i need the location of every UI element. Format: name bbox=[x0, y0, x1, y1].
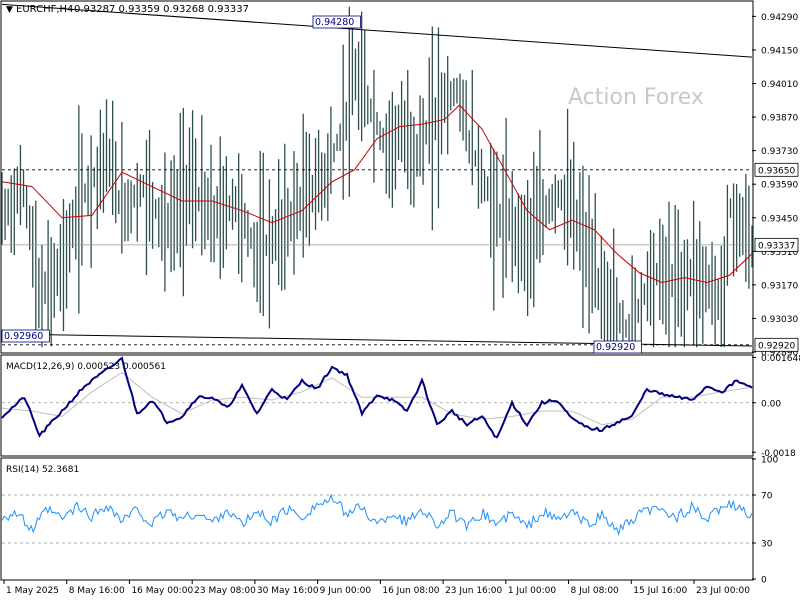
rsi-label: RSI(14) 52.3681 bbox=[6, 465, 79, 475]
rsi-lines bbox=[1, 493, 753, 537]
price-tick-label: 0.93030 bbox=[761, 315, 798, 325]
resistance-axis-label: 0.93650 bbox=[758, 166, 795, 176]
swing-low-label: 0.92920 bbox=[596, 342, 635, 353]
trendline-upper bbox=[1, 3, 753, 58]
rsi-axis: 100 70 30 0 bbox=[752, 456, 778, 586]
symbol-arrow-icon: ▼ bbox=[6, 5, 13, 15]
time-tick-label: 30 May 16:00 bbox=[257, 586, 319, 596]
swing-low-label-box bbox=[593, 340, 642, 354]
rsi-grid bbox=[2, 494, 752, 544]
time-tick-label: 16 Jun 08:00 bbox=[382, 586, 439, 596]
price-tick-label: 0.93170 bbox=[761, 281, 798, 291]
left-low-label: 0.92960 bbox=[4, 331, 43, 342]
macd-tick-label: 0.001648 bbox=[761, 354, 800, 364]
time-tick-label: 8 Jul 08:00 bbox=[571, 586, 620, 596]
rsi-tick-label: 30 bbox=[761, 540, 773, 550]
time-axis: 1 May 2025 8 May 16:00 16 May 00:00 23 May … bbox=[3, 580, 750, 596]
left-low-label-box bbox=[1, 329, 50, 343]
price-tick-label: 0.93310 bbox=[761, 248, 798, 258]
macd-panel-frame bbox=[0, 354, 754, 457]
rsi-tick-label: 70 bbox=[761, 492, 773, 502]
price-tick-label: 0.94010 bbox=[761, 80, 798, 90]
time-tick-label: 9 Jun 00:00 bbox=[320, 586, 372, 596]
support-axis-label: 0.92920 bbox=[758, 341, 795, 351]
moving-average-line bbox=[1, 104, 753, 284]
time-tick-label: 23 Jul 00:00 bbox=[696, 586, 750, 596]
price-axis: 0.94290 0.94150 0.94010 0.93870 0.93730 0.935… bbox=[752, 13, 798, 359]
swing-high-label-box bbox=[312, 15, 361, 29]
current-price-axis-label: 0.93337 bbox=[758, 241, 795, 251]
rsi-line bbox=[1, 493, 753, 537]
price-levels: 0.94280 0.92920 0.92960 bbox=[1, 15, 752, 354]
price-tick-label: 0.93730 bbox=[761, 147, 798, 157]
price-tick-label: 0.94150 bbox=[761, 46, 798, 56]
macd-tick-label: -0.0018 bbox=[761, 449, 796, 459]
macd-label: MACD(12,26,9) 0.000523 0.000561 bbox=[6, 362, 166, 372]
swing-high-label: 0.94280 bbox=[315, 17, 354, 28]
time-tick-label: 1 May 2025 bbox=[6, 586, 59, 596]
chart-ohlc: 0.93287 0.93359 0.93268 0.93337 bbox=[74, 4, 249, 15]
current-price-axis-label-box bbox=[754, 237, 799, 252]
macd-tick-label: 0.00 bbox=[761, 399, 781, 409]
price-bars bbox=[1, 6, 753, 348]
rsi-tick-label: 100 bbox=[761, 456, 778, 466]
macd-axis: 0.001648 0.00 -0.0018 bbox=[752, 354, 800, 459]
time-tick-label: 15 Jul 16:00 bbox=[633, 586, 687, 596]
time-tick-label: 1 Jul 00:00 bbox=[508, 586, 557, 596]
price-tick-label: 0.94290 bbox=[761, 13, 798, 23]
rsi-tick-label: 0 bbox=[761, 576, 767, 586]
watermark: Action Forex bbox=[568, 85, 704, 110]
support-axis-label-box bbox=[754, 337, 799, 352]
chart-symbol: EURCHF,H4 bbox=[16, 4, 73, 15]
price-moving-average bbox=[1, 104, 753, 284]
price-panel-frame bbox=[0, 0, 754, 354]
macd-main-line bbox=[1, 356, 753, 439]
time-tick-label: 23 Jun 16:00 bbox=[445, 586, 502, 596]
rsi-panel-frame bbox=[0, 457, 754, 581]
time-tick-label: 8 May 16:00 bbox=[69, 586, 125, 596]
price-tick-label: 0.92890 bbox=[761, 349, 798, 359]
macd-lines bbox=[1, 356, 753, 439]
price-tick-label: 0.93870 bbox=[761, 114, 798, 124]
time-tick-label: 16 May 00:00 bbox=[131, 586, 193, 596]
price-tick-label: 0.93450 bbox=[761, 214, 798, 224]
time-tick-label: 23 May 08:00 bbox=[194, 586, 256, 596]
price-tick-label: 0.93590 bbox=[761, 181, 798, 191]
resistance-axis-label-box bbox=[754, 162, 799, 177]
